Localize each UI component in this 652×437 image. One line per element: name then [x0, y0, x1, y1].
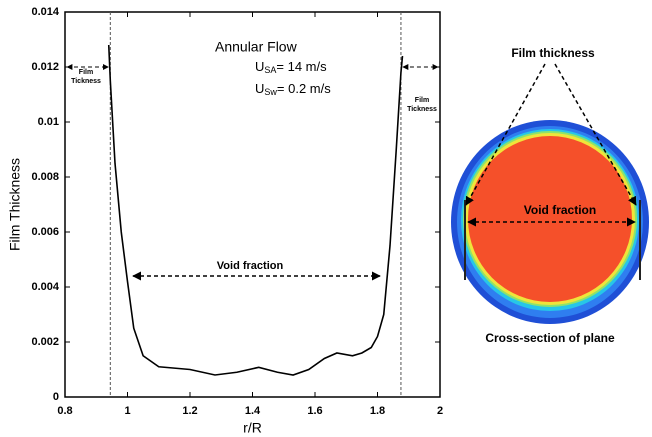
cross-section: Film thickness Void fraction Cross-secti…	[451, 46, 649, 345]
film-label: Film	[415, 97, 429, 104]
plot-frame	[64, 11, 441, 398]
subscript: SA	[264, 65, 276, 75]
x-axis-label: r/R	[243, 420, 262, 436]
arrow	[465, 63, 546, 206]
symbol: U	[255, 81, 264, 96]
value-text: = 14 m/s	[276, 59, 327, 74]
y-tick-label: 0.006	[31, 226, 59, 238]
annotation-speed: USA= 14 m/s	[255, 59, 327, 75]
y-tick-label: 0.01	[38, 116, 59, 128]
value-text: = 0.2 m/s	[277, 81, 331, 96]
subscript: Sw	[264, 87, 277, 97]
arrow	[554, 63, 637, 206]
annotation-title: Annular Flow	[215, 39, 298, 55]
curve	[107, 44, 404, 376]
caption: Cross-section of plane	[485, 331, 615, 345]
symbol: U	[255, 59, 264, 74]
x-tick-label: 1.8	[370, 405, 385, 417]
y-tick-label: 0	[53, 391, 59, 403]
film-label: Film thickness	[511, 46, 595, 60]
x-tick-label: 1.6	[307, 405, 322, 417]
y-tick-label: 0.002	[31, 336, 59, 348]
x-tick-label: 0.8	[57, 405, 72, 417]
core	[468, 136, 632, 302]
film-label: Tickness	[407, 106, 437, 113]
y-tick-label: 0.008	[31, 171, 59, 183]
y-axis-label: Film Thickness	[7, 158, 23, 251]
void-label: Void fraction	[217, 260, 284, 272]
x-tick-label: 1.4	[245, 405, 261, 417]
x-tick-label: 1	[124, 405, 130, 417]
y-tick-label: 0.012	[31, 61, 59, 73]
y-tick-label: 0.004	[31, 281, 59, 293]
void-label: Void fraction	[524, 203, 596, 217]
film-label: Film	[79, 69, 93, 76]
film-label: Tickness	[71, 78, 101, 85]
x-tick-label: 2	[437, 405, 443, 417]
annotation-speed: USw= 0.2 m/s	[255, 81, 331, 97]
y-tick-label: 0.014	[31, 6, 59, 18]
x-tick-label: 1.2	[182, 405, 197, 417]
